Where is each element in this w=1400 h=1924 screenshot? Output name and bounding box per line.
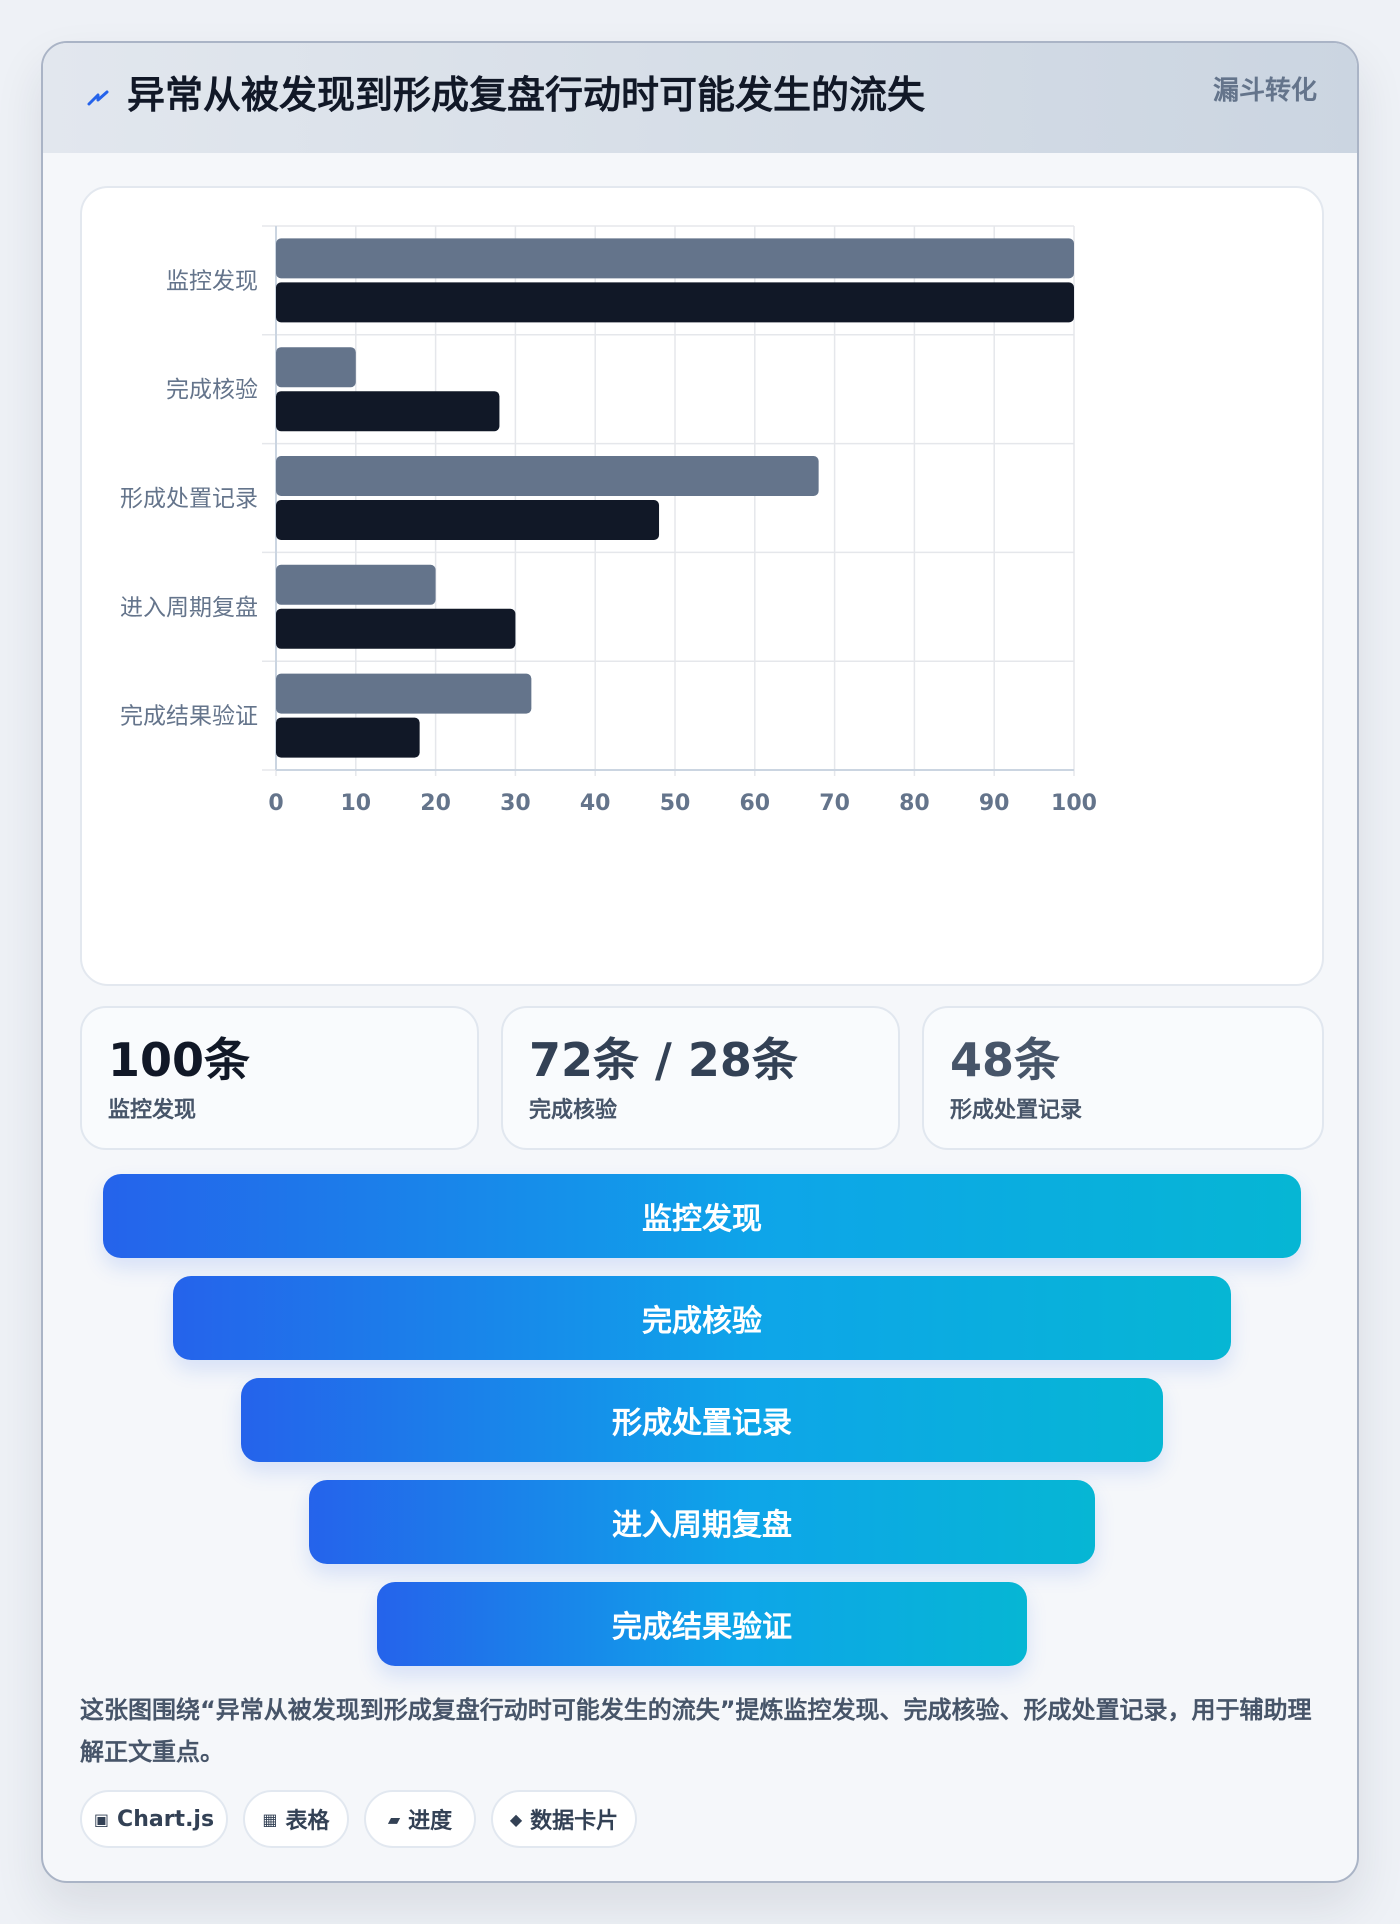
chip-label: 进度: [408, 1809, 453, 1834]
category-label: 完成结果验证: [120, 704, 258, 730]
funnel-stage-5: 完成结果验证: [377, 1582, 1027, 1666]
x-tick-label: 50: [660, 791, 691, 816]
category-label: 监控发现: [166, 268, 258, 294]
bar-series-a: [276, 456, 819, 496]
bar-series-b: [276, 391, 500, 432]
bar-series-a: [276, 238, 1074, 279]
category-label: 进入周期复盘: [120, 595, 258, 621]
funnel-stage-2: 完成核验: [173, 1276, 1231, 1360]
chip-data-card[interactable]: ◆ 数据卡片: [491, 1790, 637, 1848]
chip-label: 表格: [285, 1809, 330, 1834]
bar-series-a: [276, 673, 532, 714]
chip-chartjs[interactable]: ▣ Chart.js: [80, 1790, 228, 1848]
stat-label: 监控发现: [108, 1098, 197, 1123]
chart-description: 这张图围绕“异常从被发现到形成复盘行动时可能发生的流失”提炼监控发现、完成核验、…: [80, 1696, 1312, 1766]
chip-progress[interactable]: ▰ 进度: [364, 1790, 476, 1848]
chart-card: 异常从被发现到形成复盘行动时可能发生的流失 漏斗转化 监控发现 完成核验 形成处置记…: [41, 41, 1359, 1883]
x-tick-label: 20: [420, 791, 451, 816]
stat-value: 48条: [950, 1033, 1061, 1087]
x-tick-label: 60: [739, 791, 770, 816]
bar-series-a: [276, 564, 436, 605]
bar-chart: 监控发现完成核验形成处置记录 进入周期复盘 完成结果验证 0 10 20 30 40 50 60 7…: [80, 186, 1324, 986]
stat-label: 完成核验: [529, 1098, 618, 1123]
stat-card-3: 48条 形成处置记录: [922, 1006, 1324, 1150]
bar-series-b: [276, 500, 660, 540]
bar-series-b: [276, 717, 420, 758]
chart-icon: ▣: [93, 1809, 110, 1829]
chip-label: Chart.js: [117, 1806, 215, 1832]
x-tick-label: 80: [899, 791, 930, 816]
stat-value: 72条 / 28条: [529, 1033, 798, 1087]
x-tick-label: 70: [819, 791, 850, 816]
bar-series-b: [276, 608, 516, 649]
funnel-stage-3: 形成处置记录: [241, 1378, 1163, 1462]
x-tick-label: 100: [1051, 791, 1097, 816]
stat-card-2: 72条 / 28条 完成核验: [501, 1006, 900, 1150]
card-header: 异常从被发现到形成复盘行动时可能发生的流失 漏斗转化: [43, 43, 1357, 153]
x-tick-label: 0: [268, 791, 283, 816]
x-tick-label: 10: [340, 791, 371, 816]
stat-value: 100条: [108, 1033, 251, 1087]
x-tick-label: 90: [979, 791, 1010, 816]
progress-icon: ▰: [387, 1809, 401, 1829]
x-tick-label: 40: [580, 791, 611, 816]
stat-label: 形成处置记录: [950, 1098, 1083, 1123]
chip-label: 数据卡片: [530, 1809, 619, 1834]
bar-series-a: [276, 347, 356, 388]
category-label: 形成处置记录: [120, 486, 258, 512]
chip-table[interactable]: ▦ 表格: [243, 1790, 349, 1848]
diamond-icon: ◆: [509, 1809, 523, 1829]
funnel-stage-4: 进入周期复盘: [309, 1480, 1095, 1564]
stat-card-1: 100条 监控发现: [80, 1006, 479, 1150]
chart-type-tag: 漏斗转化: [1212, 76, 1317, 106]
funnel-stage-1: 监控发现: [103, 1174, 1301, 1258]
lightning-icon: [87, 90, 109, 106]
table-icon: ▦: [262, 1809, 278, 1829]
page-title: 异常从被发现到形成复盘行动时可能发生的流失: [127, 73, 926, 117]
bar-series-b: [276, 282, 1074, 323]
category-label: 完成核验: [166, 377, 258, 403]
x-tick-label: 30: [500, 791, 531, 816]
